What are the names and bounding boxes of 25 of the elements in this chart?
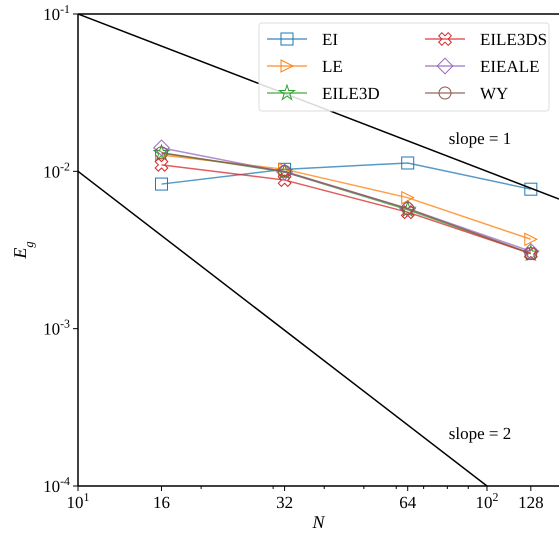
legend-label: EILE3DS [480, 30, 548, 49]
y-tick-label: 10$^{-1}$ [43, 2, 70, 24]
annotation: slope = 2 [448, 424, 512, 443]
point [401, 191, 414, 204]
point [154, 178, 168, 191]
annotation: slope = 1 [448, 129, 512, 148]
legend-label: EILE3D [322, 84, 380, 103]
legend-label: WY [480, 84, 508, 103]
point [524, 232, 538, 246]
point [524, 182, 538, 196]
y-tick-label: 10$^{-3}$ [43, 316, 70, 339]
x-tick-label: 128 [518, 493, 544, 512]
point [401, 156, 414, 170]
legend-label: LE [322, 57, 343, 76]
y-tick-label: 10$^{-2}$ [43, 159, 70, 182]
x-tick-label: 16 [152, 493, 170, 512]
point [154, 158, 168, 172]
legend-label: EIEALE [480, 57, 540, 76]
point [153, 140, 170, 156]
x-tick-label: 64 [399, 493, 417, 512]
legend-label: EI [322, 30, 338, 49]
x-tick-label: 10$^{2}$ [476, 490, 499, 512]
point [278, 173, 292, 187]
x-axis-title: N [311, 512, 326, 532]
x-tick-label: 32 [276, 493, 294, 512]
